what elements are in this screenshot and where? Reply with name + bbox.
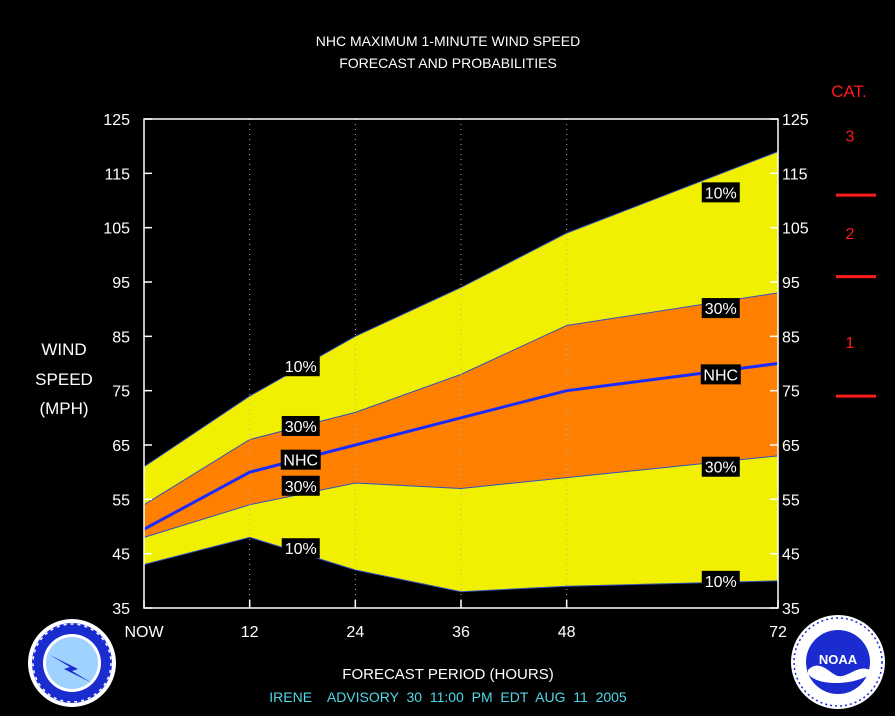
y-tick-label-right: 35 bbox=[782, 601, 800, 618]
noaa-logo: NOAA bbox=[791, 615, 885, 709]
y-tick-label-right: 65 bbox=[782, 438, 800, 455]
y-tick-label-right: 85 bbox=[782, 329, 800, 346]
band-label-box bbox=[700, 364, 741, 385]
band-label-box bbox=[281, 475, 320, 496]
band-label: 30% bbox=[701, 456, 740, 477]
y-tick-label: 65 bbox=[112, 438, 130, 455]
band-label-text: 10% bbox=[285, 359, 317, 376]
category-label: 3 bbox=[846, 128, 855, 145]
y-axis-title-line: SPEED bbox=[35, 370, 93, 389]
band-label-box bbox=[701, 456, 740, 477]
series-line-10pct bbox=[143, 151, 779, 468]
band-label-text: 30% bbox=[285, 419, 317, 436]
band-label-box bbox=[281, 415, 320, 436]
band-label: 10% bbox=[281, 356, 320, 377]
band-label-box bbox=[280, 449, 321, 470]
band-label-box bbox=[701, 298, 740, 319]
x-axis-title: FORECAST PERIOD (HOURS) bbox=[342, 666, 553, 683]
band-label-box bbox=[281, 538, 320, 559]
band-label: 30% bbox=[701, 298, 740, 319]
band-label: 10% bbox=[701, 182, 740, 203]
band-label-text: 10% bbox=[705, 185, 737, 202]
x-tick-label: NOW bbox=[124, 624, 164, 641]
y-tick-label: 125 bbox=[103, 112, 130, 129]
band-label: 30% bbox=[281, 475, 320, 496]
band-label-box bbox=[281, 356, 320, 377]
band-label-text: NHC bbox=[703, 367, 738, 384]
series-line-10pct bbox=[143, 536, 779, 593]
y-tick-label: 55 bbox=[112, 492, 130, 509]
band-label-text: NHC bbox=[283, 453, 318, 470]
x-tick-label: 36 bbox=[452, 624, 470, 641]
series-line-30pct bbox=[143, 292, 779, 506]
band-label-text: 30% bbox=[705, 460, 737, 477]
band-label-text: 30% bbox=[705, 301, 737, 318]
band-label: 30% bbox=[281, 415, 320, 436]
x-tick-label: 12 bbox=[241, 624, 259, 641]
y-tick-label-right: 95 bbox=[782, 275, 800, 292]
band-label: NHC bbox=[280, 449, 321, 470]
y-axis-title-line: (MPH) bbox=[39, 399, 88, 418]
y-axis-title: WIND SPEED (MPH) bbox=[35, 340, 93, 418]
chart-subtitle: FORECAST AND PROBABILITIES bbox=[339, 55, 557, 71]
y-tick-label: 85 bbox=[112, 329, 130, 346]
category-header: CAT. bbox=[831, 82, 867, 101]
band-label-text: 10% bbox=[705, 574, 737, 591]
y-tick-label-right: 45 bbox=[782, 547, 800, 564]
x-tick-label: 48 bbox=[558, 624, 576, 641]
y-tick-label: 115 bbox=[104, 166, 130, 183]
x-tick-label: 24 bbox=[346, 624, 364, 641]
advisory-line: IRENE ADVISORY 30 11:00 PM EDT AUG 11 20… bbox=[269, 689, 627, 705]
noaa-logo-text: NOAA bbox=[819, 652, 858, 667]
y-tick-label-right: 125 bbox=[782, 112, 809, 129]
y-tick-label: 75 bbox=[112, 384, 130, 401]
band-label: NHC bbox=[700, 364, 741, 385]
nws-logo bbox=[28, 619, 116, 707]
y-tick-label: 35 bbox=[112, 601, 130, 618]
category-label: 1 bbox=[846, 335, 855, 352]
chart-title: NHC MAXIMUM 1-MINUTE WIND SPEED bbox=[316, 33, 580, 49]
y-axis-title-line: WIND bbox=[41, 340, 86, 359]
y-tick-label-right: 75 bbox=[782, 384, 800, 401]
band-label: 10% bbox=[701, 570, 740, 591]
plot-area: 35 35 45 45 55 55 65 65 75 75 85 85 95 95 105 105 115 115… bbox=[103, 112, 876, 641]
band-label: 10% bbox=[281, 538, 320, 559]
y-tick-label: 105 bbox=[103, 221, 130, 238]
y-tick-label-right: 55 bbox=[782, 492, 800, 509]
series-line-30pct bbox=[143, 455, 779, 538]
band-label-box bbox=[701, 182, 740, 203]
y-tick-label-right: 105 bbox=[782, 221, 809, 238]
band-label-text: 10% bbox=[285, 541, 317, 558]
y-tick-label: 45 bbox=[112, 547, 130, 564]
y-tick-label-right: 115 bbox=[782, 166, 808, 183]
series-line-NHC bbox=[143, 362, 779, 531]
y-tick-label: 95 bbox=[112, 275, 130, 292]
band-label-text: 30% bbox=[285, 479, 317, 496]
x-tick-label: 72 bbox=[769, 624, 787, 641]
band-label-box bbox=[701, 570, 740, 591]
category-label: 2 bbox=[846, 226, 855, 243]
